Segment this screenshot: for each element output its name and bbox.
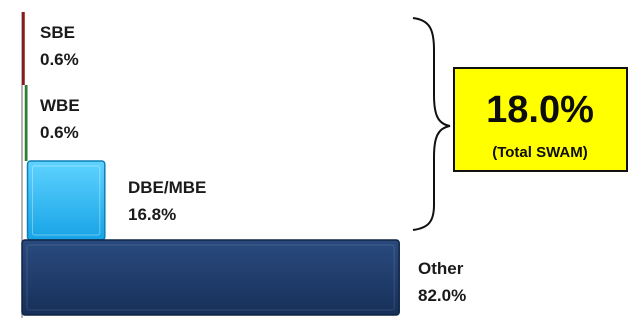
value-label-dbe-mbe: 16.8% [128,205,176,224]
bar-other-bevel [26,244,395,311]
category-label-dbe-mbe: DBE/MBE [128,178,206,197]
callout-value: 18.0% [486,89,594,131]
value-label-other: 82.0% [418,286,466,305]
bars-layer [21,12,400,316]
bar-other [21,239,400,316]
total-swam-callout: 18.0% (Total SWAM) [453,67,628,172]
bar-wbe [24,85,28,161]
category-label-other: Other [418,259,464,278]
value-label-sbe: 0.6% [40,50,79,69]
labels-layer: SBE 0.6% WBE 0.6% DBE/MBE 16.8% Other 82.0% [40,23,466,305]
bar-dbe-mbe [26,160,106,241]
category-label-sbe: SBE [40,23,75,42]
swam-brace [412,17,451,231]
bar-sbe [22,12,25,85]
category-label-wbe: WBE [40,96,80,115]
value-label-wbe: 0.6% [40,123,79,142]
callout-label: (Total SWAM) [492,144,588,161]
callout-box [453,67,628,172]
bar-dbe-mbe-bevel [32,165,101,236]
